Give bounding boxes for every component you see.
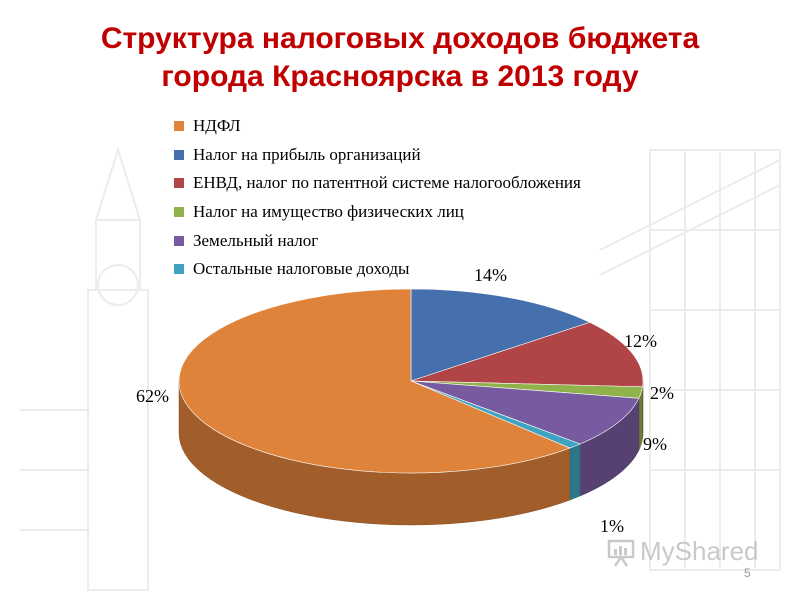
legend-swatch xyxy=(174,264,184,275)
data-label: 1% xyxy=(600,516,624,536)
pie-slice-1 xyxy=(410,288,591,382)
data-label: 9% xyxy=(643,434,667,454)
pie-side-5 xyxy=(569,443,581,501)
legend-item: НДФЛ xyxy=(174,112,581,141)
legend-item: Налог на прибыль организаций xyxy=(174,141,581,170)
watermark-text: MyShared xyxy=(640,536,759,566)
legend-item: ЕНВД, налог по патентной системе налогоо… xyxy=(174,169,581,198)
pie-slice-0 xyxy=(178,288,571,474)
legend-label: Остальные налоговые доходы xyxy=(193,259,410,279)
data-label: 14% xyxy=(474,265,507,285)
legend-swatch xyxy=(174,235,184,246)
legend-swatch xyxy=(174,121,184,132)
legend-label: Земельный налог xyxy=(193,230,319,250)
slide-title: Структура налоговых доходов бюджета горо… xyxy=(0,20,800,96)
legend-item: Остальные налоговые доходы xyxy=(174,255,581,284)
data-label: 62% xyxy=(136,386,169,406)
chart-legend: НДФЛ Налог на прибыль организаций ЕНВД, на… xyxy=(174,112,581,284)
page-number: 5 xyxy=(744,566,751,580)
title-line-2: города Красноярска в 2013 году xyxy=(161,60,639,93)
title-line-1: Структура налоговых доходов бюджета xyxy=(100,22,700,55)
legend-swatch xyxy=(174,149,184,160)
legend-swatch xyxy=(174,207,184,218)
watermark: MyShared xyxy=(606,536,759,567)
data-label: 2% xyxy=(650,383,674,403)
presentation-icon xyxy=(607,539,635,567)
legend-label: НДФЛ xyxy=(193,116,241,136)
legend-label: Налог на имущество физических лиц xyxy=(193,202,464,222)
legend-swatch xyxy=(174,178,184,189)
pie-side-walls xyxy=(178,380,644,526)
pie-top-faces xyxy=(178,288,644,474)
pie-slice-4 xyxy=(410,380,640,445)
legend-item: Налог на имущество физических лиц xyxy=(174,198,581,227)
legend-label: Налог на прибыль организаций xyxy=(193,144,421,164)
pie-slice-2 xyxy=(410,322,644,388)
legend-item: Земельный налог xyxy=(174,226,581,255)
data-label: 12% xyxy=(624,331,657,351)
legend-label: ЕНВД, налог по патентной системе налогоо… xyxy=(193,173,581,193)
